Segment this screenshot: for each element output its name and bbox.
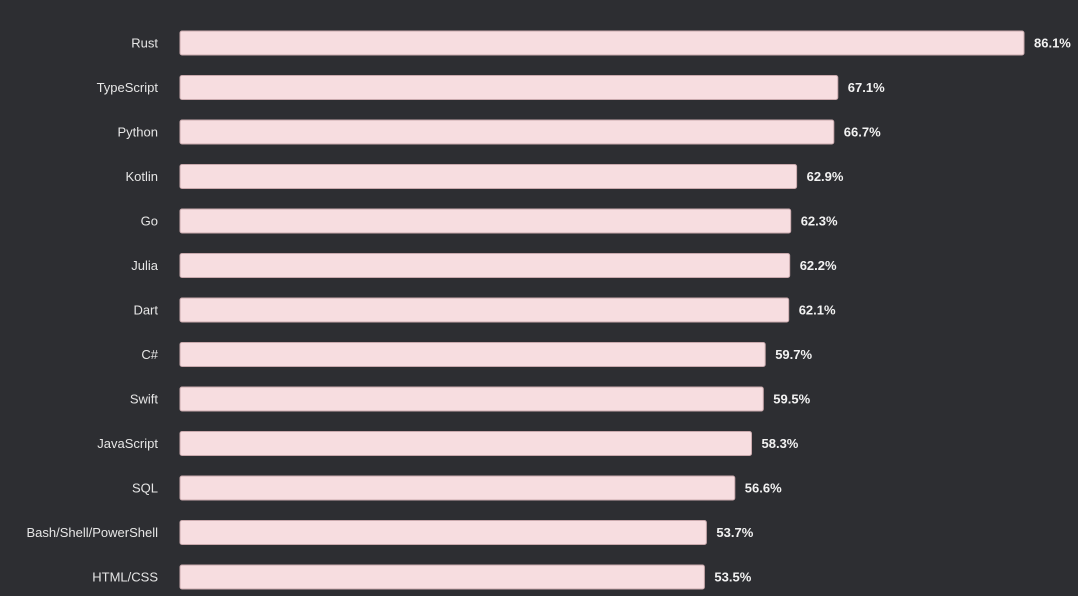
bar-4 xyxy=(179,208,792,234)
category-label: Bash/Shell/PowerShell xyxy=(26,525,158,540)
bar-6 xyxy=(179,297,790,323)
value-label: 58.3% xyxy=(762,436,799,451)
bar-12 xyxy=(179,564,705,590)
value-labels-layer: 86.1% 67.1% 66.7% 62.9% 62.3% 62.2% 62.1% 59.7%… xyxy=(714,36,1071,585)
value-label: 62.1% xyxy=(799,303,836,318)
value-label: 66.7% xyxy=(844,125,881,140)
value-label: 56.6% xyxy=(745,481,782,496)
bars-layer xyxy=(179,30,1025,590)
bar-3 xyxy=(179,164,798,189)
bar-7 xyxy=(179,342,766,367)
category-label: Julia xyxy=(131,258,159,273)
category-label: C# xyxy=(141,347,158,362)
bar-0 xyxy=(179,30,1025,56)
value-label: 86.1% xyxy=(1034,36,1071,51)
value-label: 67.1% xyxy=(848,80,885,95)
bar-10 xyxy=(179,475,736,501)
category-label: Kotlin xyxy=(125,169,158,184)
bar-2 xyxy=(179,119,835,145)
value-label: 62.2% xyxy=(800,258,837,273)
bar-9 xyxy=(179,431,752,456)
category-label: SQL xyxy=(132,481,158,496)
bar-11 xyxy=(179,520,707,545)
category-label: HTML/CSS xyxy=(92,570,158,585)
bar-1 xyxy=(179,75,839,100)
category-label: Rust xyxy=(131,36,158,51)
category-label: Dart xyxy=(133,303,158,318)
category-labels-layer: Rust TypeScript Python Kotlin Go Julia Dart C# S… xyxy=(26,36,158,585)
bar-8 xyxy=(179,386,764,412)
category-label: TypeScript xyxy=(97,80,159,95)
value-label: 53.5% xyxy=(714,570,751,585)
category-label: Go xyxy=(141,214,158,229)
bar-5 xyxy=(179,253,791,278)
value-label: 62.9% xyxy=(807,169,844,184)
category-label: Python xyxy=(118,125,158,140)
category-label: Swift xyxy=(130,392,159,407)
value-label: 59.5% xyxy=(773,392,810,407)
value-label: 59.7% xyxy=(775,347,812,362)
value-label: 53.7% xyxy=(716,525,753,540)
value-label: 62.3% xyxy=(801,214,838,229)
category-label: JavaScript xyxy=(97,436,158,451)
